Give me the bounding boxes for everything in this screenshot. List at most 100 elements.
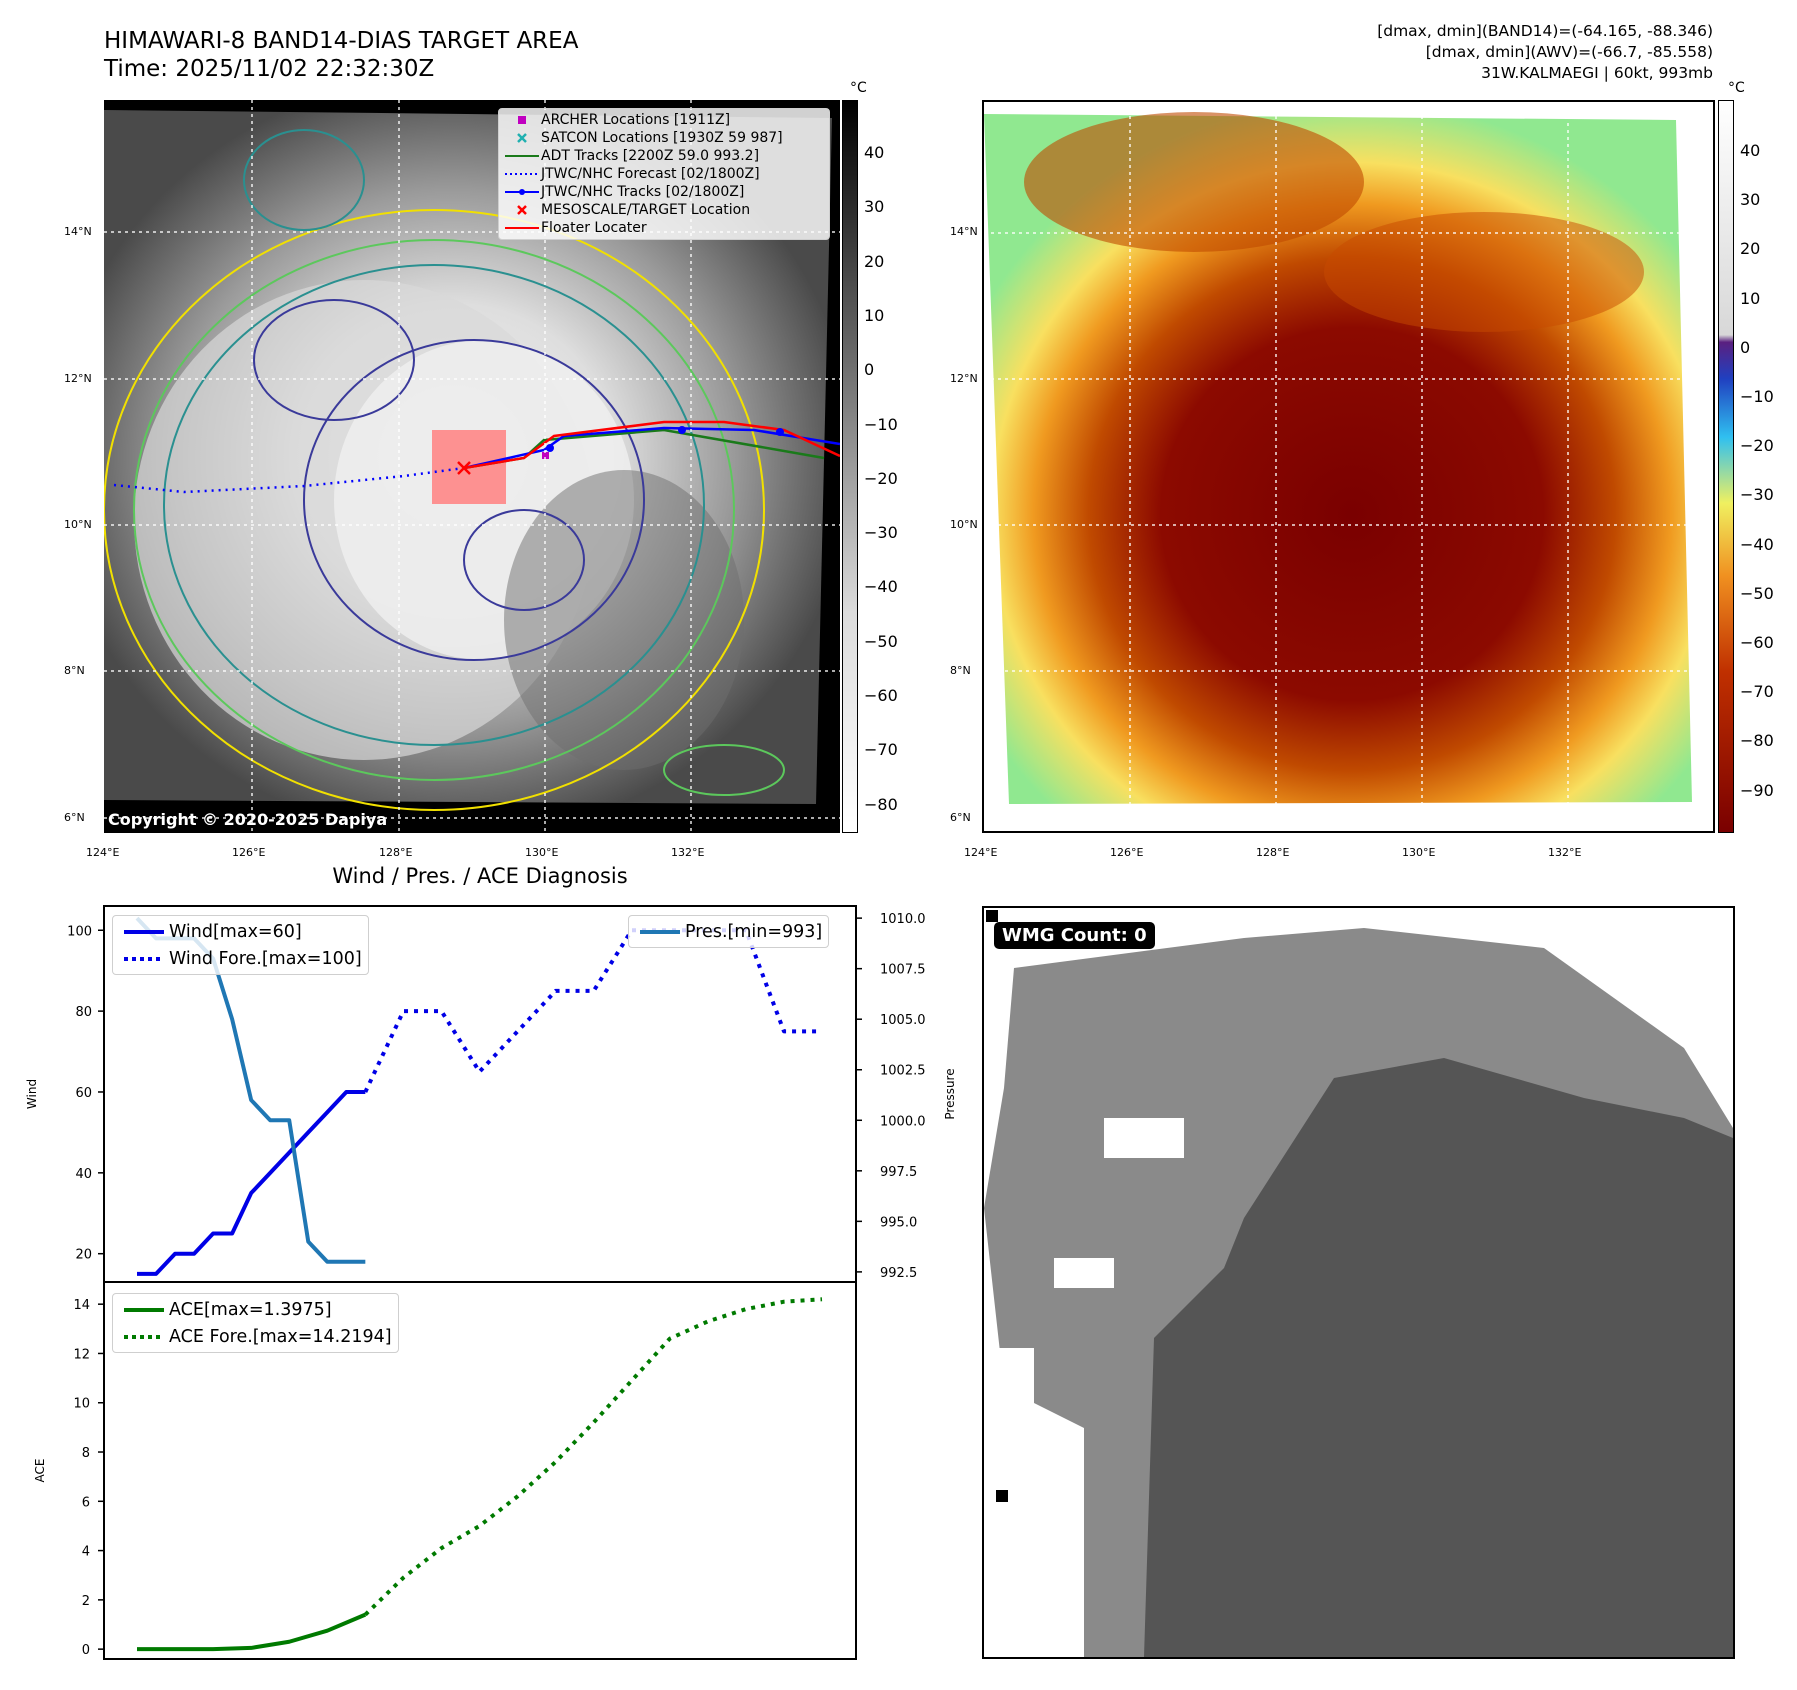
legend-marker-icon bbox=[503, 204, 541, 216]
ace-axis-label: ACE bbox=[33, 1459, 47, 1483]
lon-label: 128°E bbox=[379, 846, 413, 859]
series-line-0 bbox=[137, 1089, 366, 1276]
legend-marker-icon bbox=[503, 222, 541, 234]
lon-label: 132°E bbox=[671, 846, 705, 859]
info-awv: [dmax, dmin](AWV)=(-66.7, -85.558) bbox=[1425, 43, 1713, 61]
map-legend-item: MESOSCALE/TARGET Location bbox=[503, 201, 825, 219]
map-legend-label: JTWC/NHC Forecast [02/1800Z] bbox=[541, 166, 760, 182]
colorbar-tick-label: −10 bbox=[1740, 387, 1774, 406]
info-band14: [dmax, dmin](BAND14)=(-64.165, -88.346) bbox=[1377, 22, 1713, 40]
diagnosis-title: Wind / Pres. / ACE Diagnosis bbox=[332, 864, 628, 888]
colorbar-tick-label: −50 bbox=[1740, 583, 1774, 603]
legend-ace-fore: ACE Fore.[max=14.2194] bbox=[169, 1326, 392, 1347]
pressure-ytick-label: 995.0 bbox=[880, 1215, 917, 1230]
ace-chart-frame bbox=[103, 1281, 857, 1660]
map-legend-label: ARCHER Locations [1911Z] bbox=[541, 112, 731, 128]
copyright-text: Copyright © 2020-2025 Dapiya bbox=[108, 810, 388, 829]
map-legend-item: Floater Locater bbox=[503, 219, 825, 237]
pressure-ytick-label: 1010.0 bbox=[880, 912, 926, 927]
colorbar-tick-label: 20 bbox=[1740, 239, 1761, 259]
wind-ytick-label: 80 bbox=[75, 1005, 92, 1020]
colorbar-tick-label: −60 bbox=[864, 686, 898, 705]
colorbar-tick-label: 10 bbox=[1740, 288, 1761, 308]
colorbar-tick-label: −20 bbox=[864, 468, 898, 488]
ace-ytick-label: 0 bbox=[82, 1643, 90, 1658]
ace-ytick-label: 4 bbox=[82, 1545, 90, 1560]
ace-series-line-0 bbox=[137, 1612, 367, 1652]
wmg-image bbox=[984, 908, 1733, 1657]
ace-ytick-label: 12 bbox=[73, 1347, 90, 1362]
pressure-legend: Pres.[min=993] bbox=[628, 915, 830, 948]
figure-title-line2: Time: 2025/11/02 22:32:30Z bbox=[104, 56, 435, 82]
pressure-ytick-label: 1005.0 bbox=[880, 1013, 926, 1028]
wmg-count-label: WMG Count: 0 bbox=[994, 922, 1155, 949]
ace-ytick-label: 14 bbox=[73, 1298, 90, 1313]
awv-colorbar bbox=[1718, 100, 1734, 833]
lat-label: 6°N bbox=[64, 811, 85, 824]
lon-label: 126°E bbox=[232, 846, 266, 859]
wind-ytick-label: 60 bbox=[75, 1086, 92, 1101]
map-legend-item: JTWC/NHC Tracks [02/1800Z] bbox=[503, 183, 825, 201]
ace-ytick-label: 10 bbox=[73, 1397, 90, 1412]
ir-colorbar-unit: °C bbox=[850, 80, 867, 96]
legend-marker-icon bbox=[503, 114, 541, 126]
colorbar-tick-label: −20 bbox=[1740, 436, 1774, 456]
lat-label: 6°N bbox=[950, 811, 971, 824]
lat-label: 10°N bbox=[64, 518, 92, 531]
colorbar-tick-label: 0 bbox=[1740, 337, 1751, 357]
map-legend-item: ARCHER Locations [1911Z] bbox=[503, 111, 825, 129]
legend-marker-icon bbox=[503, 168, 541, 180]
map-legend-item: JTWC/NHC Forecast [02/1800Z] bbox=[503, 165, 825, 183]
lat-label: 8°N bbox=[950, 664, 971, 677]
colorbar-tick-label: −70 bbox=[864, 740, 898, 760]
colorbar-tick-label: −10 bbox=[864, 414, 898, 434]
wind-ytick-label: 100 bbox=[67, 924, 92, 939]
colorbar-tick-label: −40 bbox=[864, 577, 898, 597]
awv-map-panel bbox=[982, 100, 1715, 833]
colorbar-tick-label: −80 bbox=[1740, 731, 1774, 751]
lon-label: 126°E bbox=[1110, 846, 1144, 859]
ace-ytick-label: 2 bbox=[82, 1594, 90, 1609]
legend-marker-icon bbox=[503, 132, 541, 144]
pressure-ytick-label: 992.5 bbox=[880, 1266, 917, 1281]
lat-label: 10°N bbox=[950, 518, 978, 531]
map-legend-label: JTWC/NHC Tracks [02/1800Z] bbox=[541, 184, 745, 200]
colorbar-tick-label: 30 bbox=[1740, 190, 1761, 210]
colorbar-tick-label: 40 bbox=[1740, 141, 1761, 160]
colorbar-tick-label: 10 bbox=[864, 305, 885, 325]
legend-wind-fore: Wind Fore.[max=100] bbox=[169, 948, 362, 969]
colorbar-tick-label: 40 bbox=[864, 143, 885, 162]
ace-ytick-label: 6 bbox=[82, 1495, 90, 1510]
awv-colorbar-unit: °C bbox=[1728, 80, 1745, 96]
pressure-ytick-label: 1002.5 bbox=[880, 1064, 926, 1079]
lon-label: 124°E bbox=[964, 846, 998, 859]
map-legend: ARCHER Locations [1911Z] SATCON Locations… bbox=[498, 108, 830, 240]
colorbar-tick-label: −70 bbox=[1740, 682, 1774, 702]
lat-label: 12°N bbox=[950, 372, 978, 385]
lon-label: 124°E bbox=[86, 846, 120, 859]
ace-series-line-1 bbox=[363, 1297, 823, 1617]
colorbar-tick-label: 30 bbox=[864, 197, 885, 217]
wind-axis-label: Wind bbox=[25, 1079, 39, 1109]
pressure-axis-label: Pressure bbox=[943, 1068, 957, 1119]
colorbar-tick-label: 0 bbox=[864, 360, 875, 380]
legend-marker-icon bbox=[503, 150, 541, 162]
info-storm: 31W.KALMAEGI | 60kt, 993mb bbox=[1481, 64, 1713, 82]
colorbar-tick-label: −30 bbox=[1740, 485, 1774, 505]
ace-legend: ACE[max=1.3975] ACE Fore.[max=14.2194] bbox=[112, 1293, 399, 1353]
ace-ytick-label: 8 bbox=[82, 1446, 90, 1461]
legend-ace: ACE[max=1.3975] bbox=[169, 1299, 332, 1320]
map-legend-label: Floater Locater bbox=[541, 220, 647, 236]
wind-legend: Wind[max=60] Wind Fore.[max=100] bbox=[112, 915, 369, 975]
legend-marker-icon bbox=[503, 186, 541, 198]
lon-label: 132°E bbox=[1548, 846, 1582, 859]
lat-label: 12°N bbox=[64, 372, 92, 385]
map-legend-label: ADT Tracks [2200Z 59.0 993.2] bbox=[541, 148, 760, 164]
wmg-panel: WMG Count: 0 bbox=[982, 906, 1735, 1659]
series-line-1 bbox=[363, 928, 822, 1093]
ir-colorbar bbox=[842, 100, 858, 833]
lon-label: 130°E bbox=[1402, 846, 1436, 859]
lat-label: 14°N bbox=[950, 225, 978, 238]
legend-pres: Pres.[min=993] bbox=[685, 921, 823, 942]
lon-label: 130°E bbox=[525, 846, 559, 859]
